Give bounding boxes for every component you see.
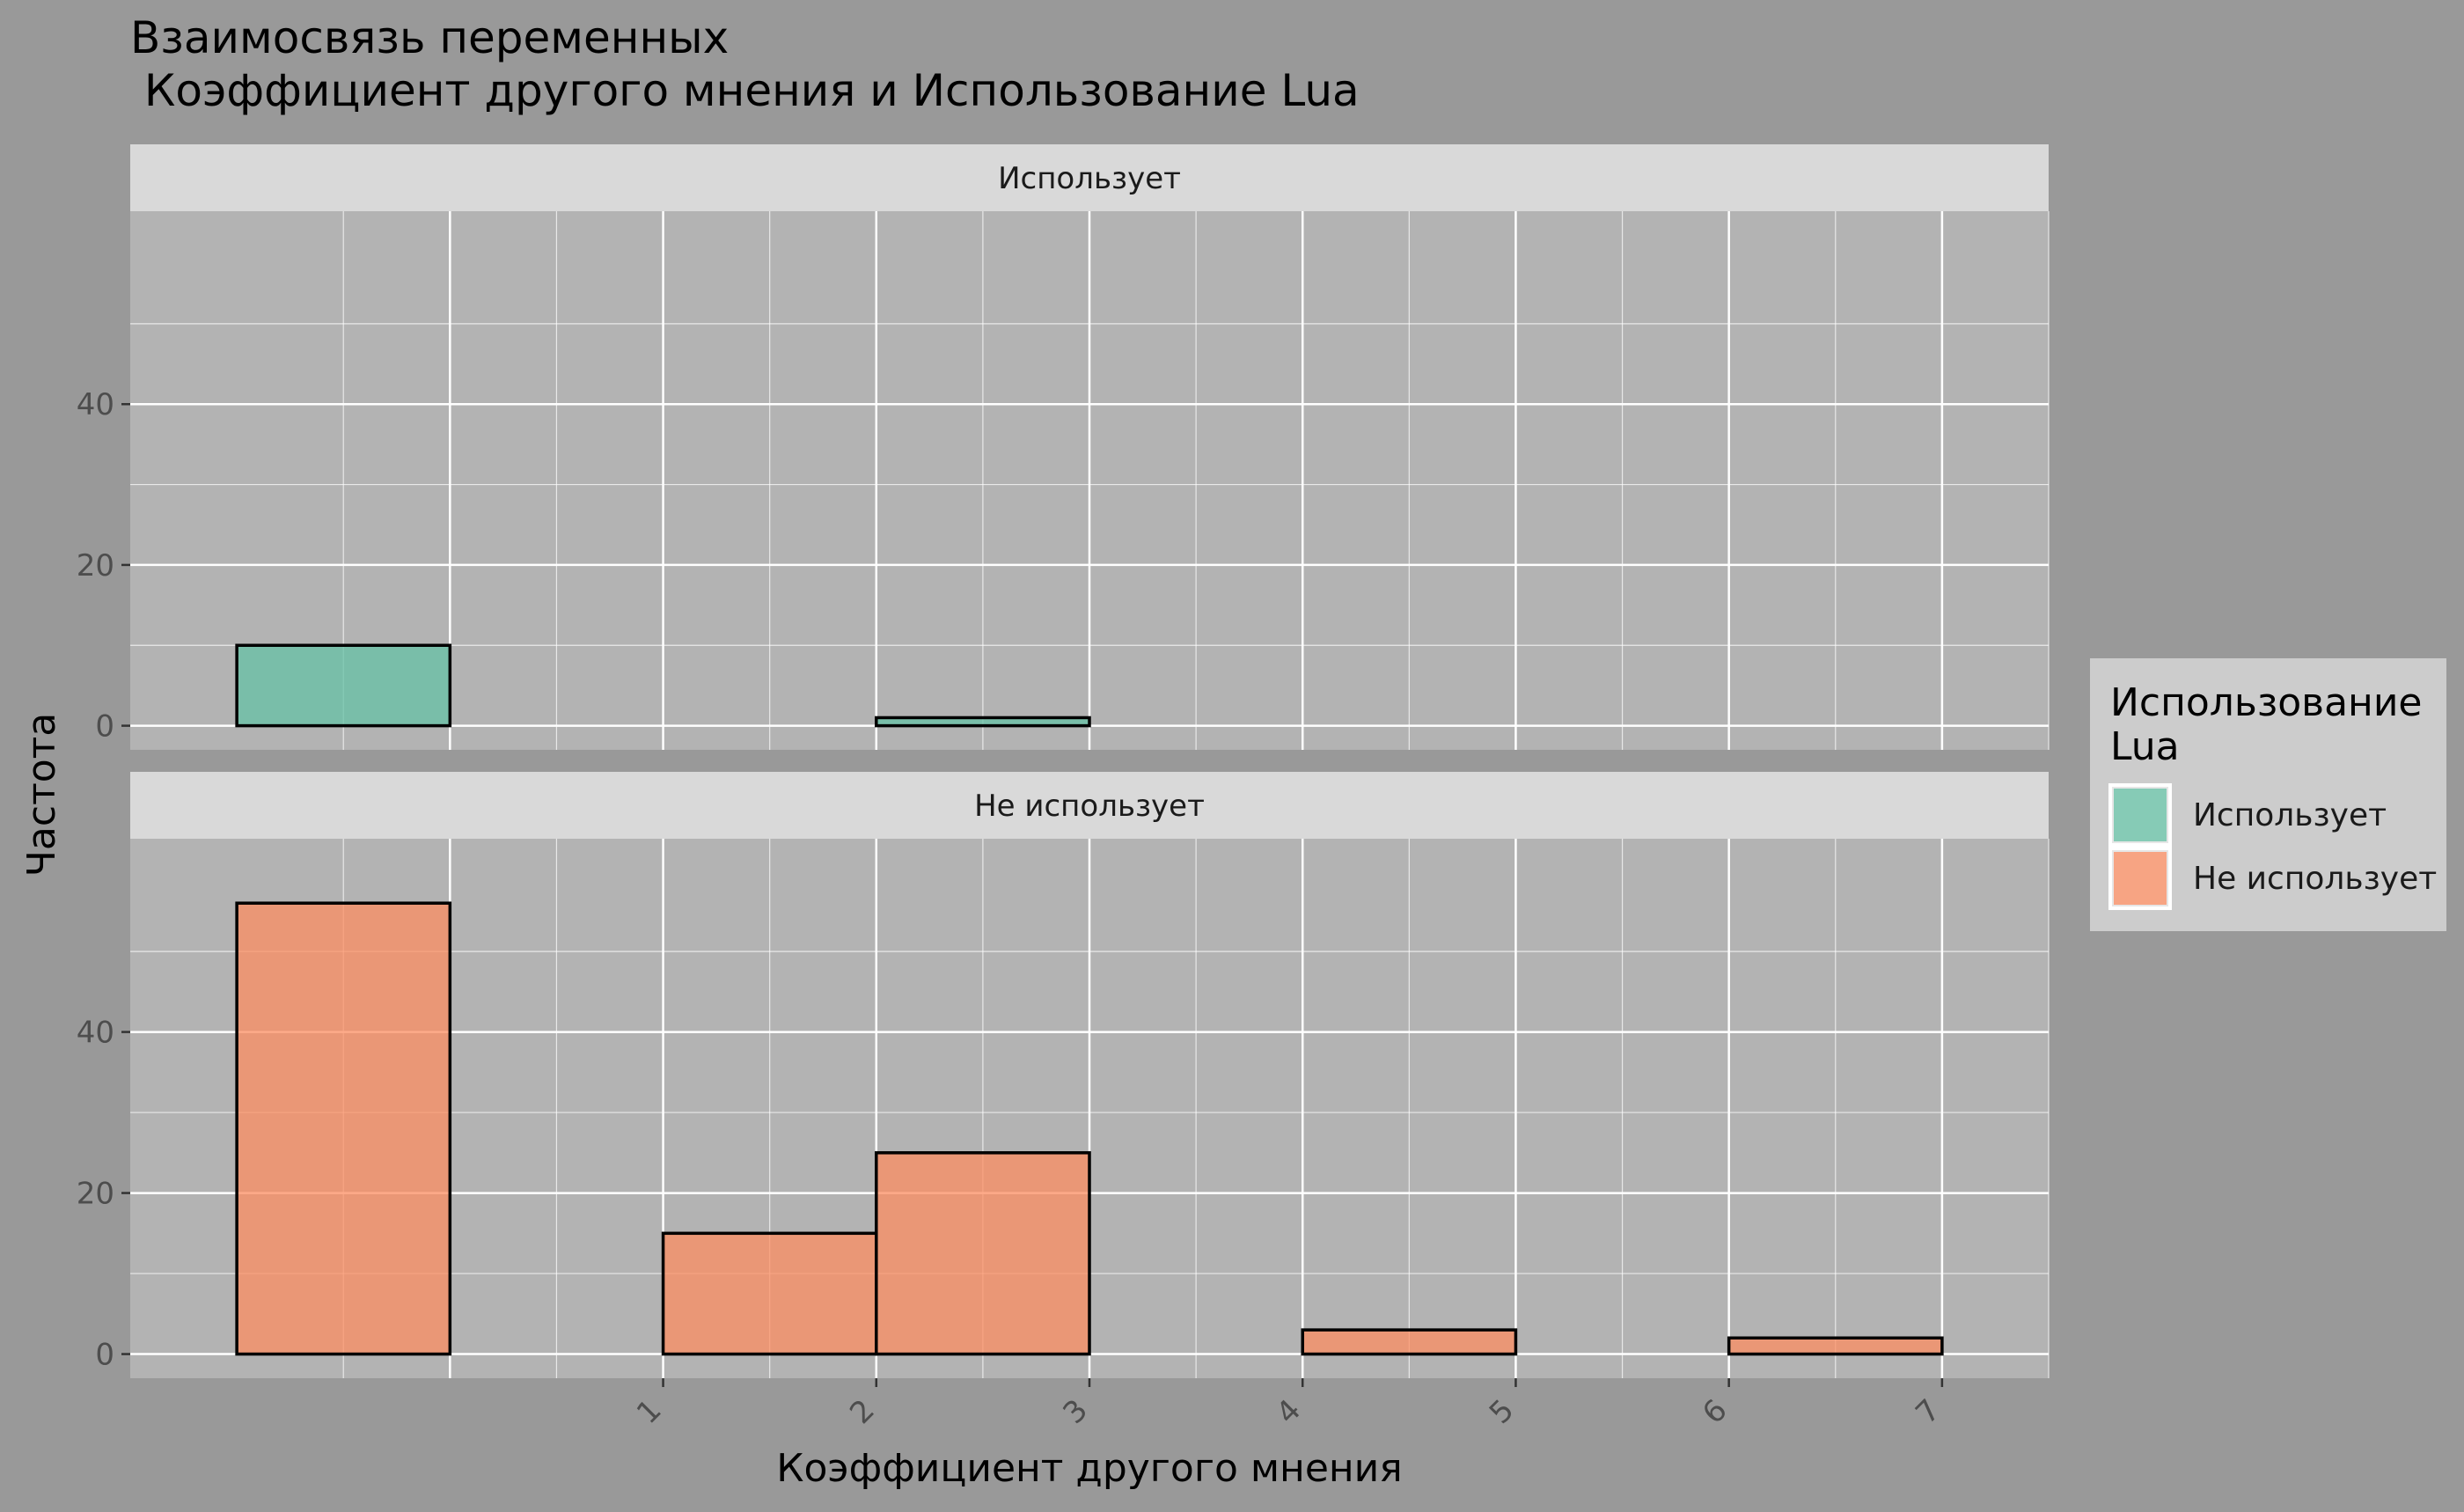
y-tick-label: 0 [95,709,114,745]
y-axis-label: Частота [19,713,64,877]
legend-title-line-2: Lua [2110,724,2180,769]
histogram-bar [235,643,452,728]
histogram-bar [1301,1328,1518,1356]
histogram-bar [661,1231,878,1356]
facet-strip [130,144,2049,211]
x-tick-label: 1 [630,1392,669,1431]
x-axis-label: Коэффициент другого мнения [776,1446,1402,1491]
legend-key-swatch [2114,852,2167,905]
x-tick-label: 6 [1696,1392,1734,1431]
x-tick-label: 2 [843,1392,882,1431]
x-tick-label: 3 [1056,1392,1095,1431]
y-tick-label: 20 [77,548,114,584]
chart-title-line-1: Взаимосвязь переменных [130,12,729,63]
histogram-bar [235,901,452,1356]
panels-layer: Использует 0 20 40 Не использует 0 20 40 1 2 3 4 5 6 7 [77,144,2050,1431]
histogram-bar [1727,1336,1944,1356]
facet-strip [130,772,2049,839]
legend-item-label: Не использует [2193,861,2437,897]
y-tick-label: 0 [95,1338,114,1373]
histogram-bar [875,716,1091,728]
facet-strip-label: Не использует [974,789,1205,824]
histogram-bar [875,1151,1091,1356]
legend-key-swatch [2114,789,2167,841]
legend-title-line-1: Использование [2110,680,2423,725]
x-tick-label: 5 [1483,1392,1522,1431]
facet-strip-label: Использует [998,161,1181,196]
x-tick-label: 4 [1270,1392,1309,1431]
y-tick-label: 40 [77,1016,114,1051]
titles-layer: Взаимосвязь переменных Коэффициент друго… [19,12,1403,1491]
chart-title-line-2: Коэффициент другого мнения и Использован… [130,65,1360,116]
y-tick-label: 40 [77,387,114,422]
facet-panel-1: Использует 0 20 40 [77,144,2050,750]
facet-panel-2: Не использует 0 20 40 [77,772,2050,1378]
legend-item-label: Использует [2193,797,2387,833]
y-tick-label: 20 [77,1177,114,1212]
x-tick-label: 7 [1909,1392,1947,1431]
